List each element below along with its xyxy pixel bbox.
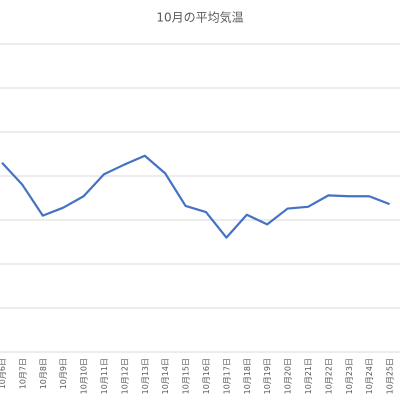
x-tick-label: 10月11日 xyxy=(100,358,109,394)
x-tick-label: 10月20日 xyxy=(284,358,293,394)
x-tick-label: 10月6日 xyxy=(0,358,7,389)
x-tick-label: 10月21日 xyxy=(304,358,313,394)
x-tick-label: 10月24日 xyxy=(365,358,374,394)
x-tick-label: 10月8日 xyxy=(39,358,48,389)
x-tick-label: 10月25日 xyxy=(386,358,395,394)
x-tick-label: 10月7日 xyxy=(18,358,27,389)
x-tick-label: 10月19日 xyxy=(263,358,272,394)
data-line xyxy=(1,154,390,239)
x-tick-label: 10月15日 xyxy=(182,358,191,394)
x-tick-label: 10月13日 xyxy=(141,358,150,394)
x-tick-label: 10月18日 xyxy=(243,358,252,394)
x-tick-label: 10月16日 xyxy=(202,358,211,394)
x-tick-label: 10月23日 xyxy=(345,358,354,394)
x-tick-label: 10月22日 xyxy=(324,358,333,394)
x-tick-label: 10月12日 xyxy=(120,358,129,394)
x-tick-label: 10月10日 xyxy=(80,358,89,394)
x-tick-label: 10月9日 xyxy=(59,358,68,389)
chart-title: 10月の平均気温 xyxy=(156,10,243,25)
x-tick-label: 10月17日 xyxy=(222,358,231,394)
x-tick-label: 10月14日 xyxy=(161,358,170,394)
